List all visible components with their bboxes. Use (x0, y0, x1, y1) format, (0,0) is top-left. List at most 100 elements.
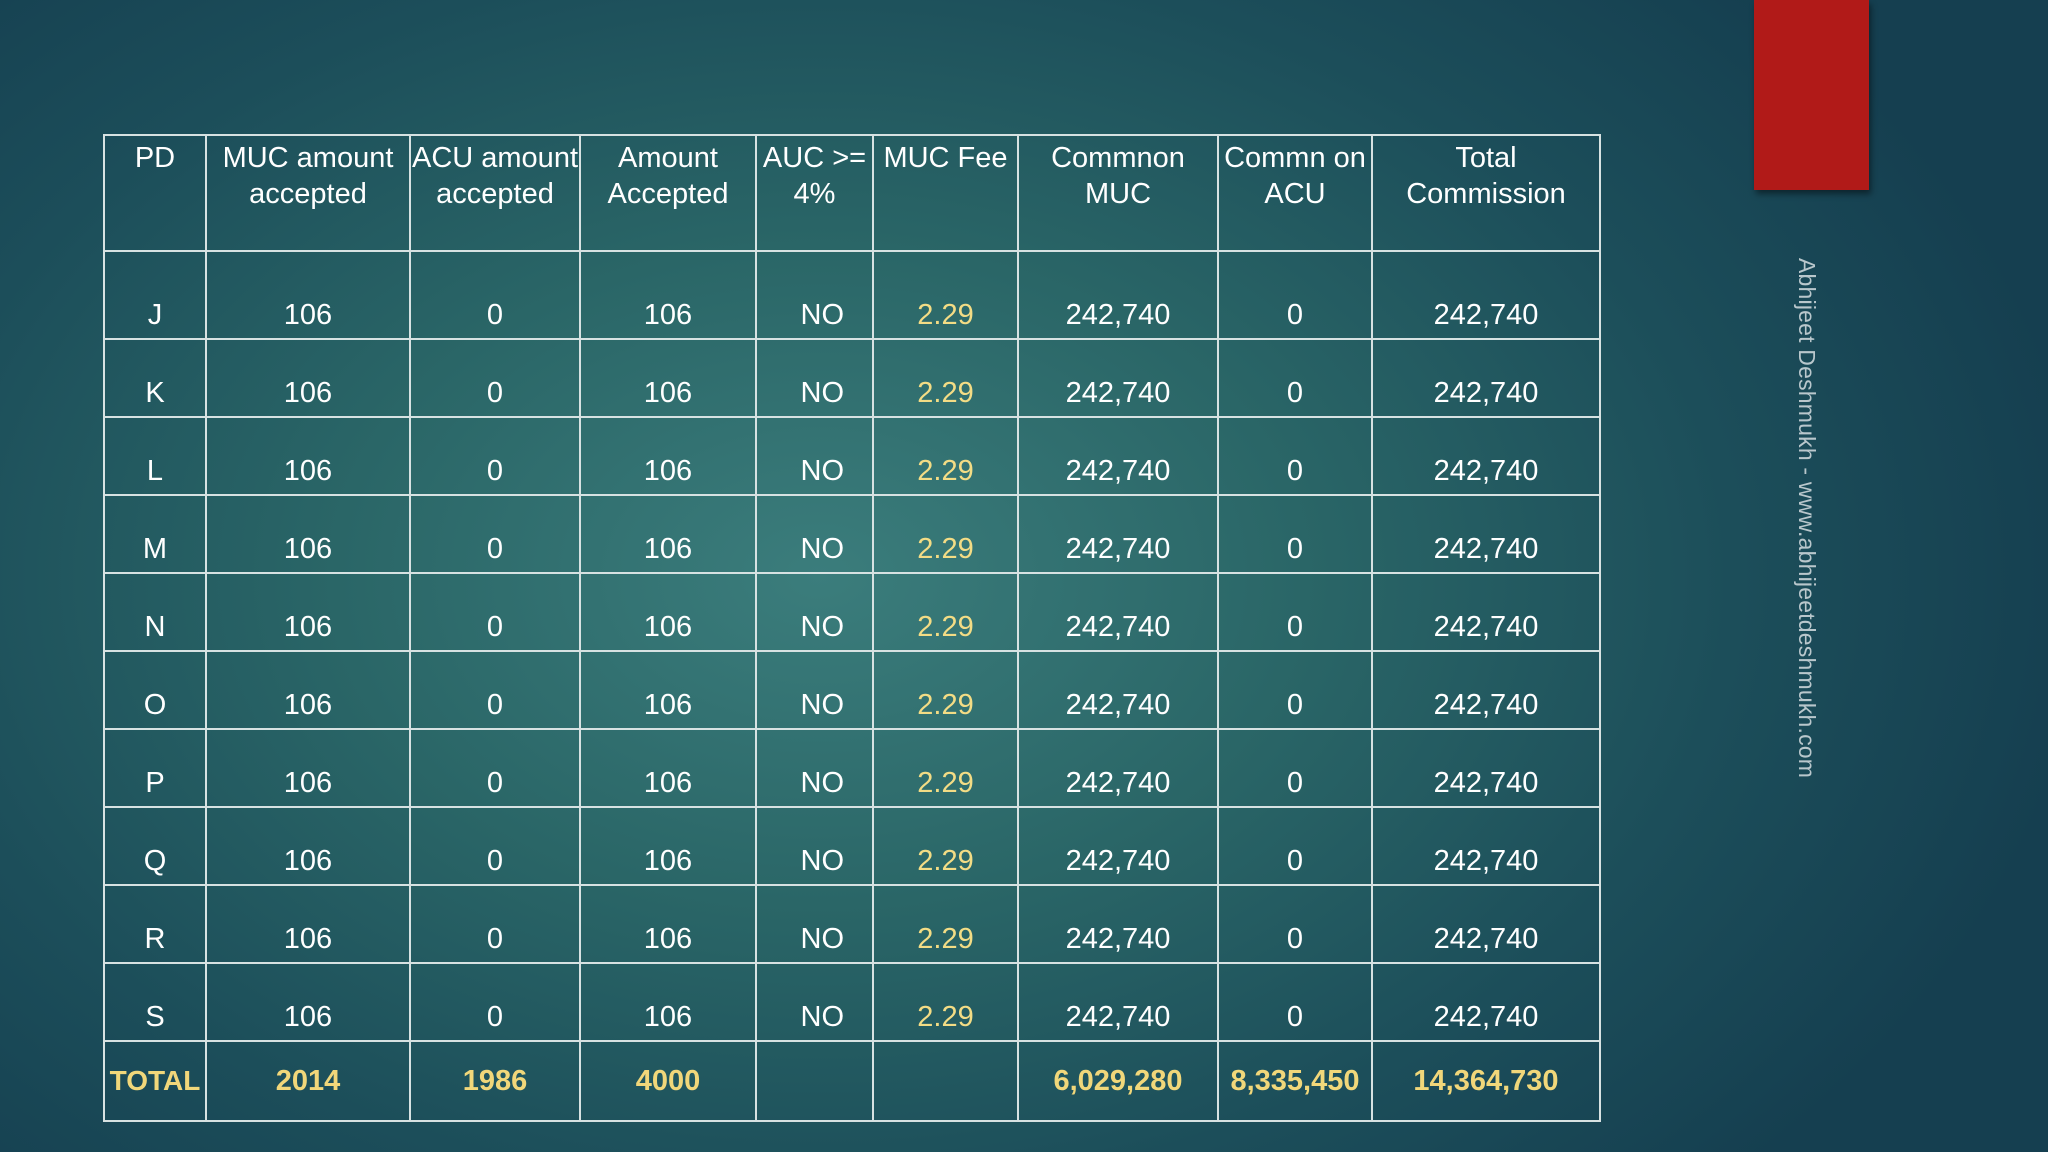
cell-muc-amount: 106 (205, 806, 411, 886)
cell-pd: S (103, 962, 207, 1042)
cell-acu-amount: 0 (409, 338, 581, 418)
cell-comm-muc: 242,740 (1017, 806, 1219, 886)
cell-muc-amount: 106 (205, 416, 411, 496)
col-header-total-commission: Total Commission (1371, 134, 1601, 252)
cell-auc-4: NO (755, 884, 874, 964)
header-row: PD MUC amount accepted ACU amount accept… (103, 134, 1601, 252)
cell-total-commission: 242,740 (1371, 650, 1601, 730)
cell-auc-4: NO (755, 494, 874, 574)
cell-comm-muc: 242,740 (1017, 572, 1219, 652)
cell-auc-4: NO (755, 962, 874, 1042)
cell-auc-4: NO (755, 806, 874, 886)
cell-muc-fee: 2.29 (872, 494, 1019, 574)
cell-amount-accepted: 106 (579, 572, 757, 652)
cell-comm-acu: 0 (1217, 494, 1373, 574)
table-row: L 106 0 106 NO 2.29 242,740 0 242,740 (103, 416, 1601, 496)
cell-acu-amount: 0 (409, 650, 581, 730)
cell-comm-acu: 0 (1217, 572, 1373, 652)
cell-pd: O (103, 650, 207, 730)
cell-pd: Q (103, 806, 207, 886)
cell-total-commission: 242,740 (1371, 250, 1601, 340)
col-header-acu-amount: ACU amount accepted (409, 134, 581, 252)
cell-total-commission: 242,740 (1371, 494, 1601, 574)
cell-acu-amount: 0 (409, 728, 581, 808)
cell-pd: J (103, 250, 207, 340)
table-row: K 106 0 106 NO 2.29 242,740 0 242,740 (103, 338, 1601, 418)
cell-acu-amount: 0 (409, 806, 581, 886)
cell-comm-muc: 242,740 (1017, 494, 1219, 574)
cell-total-commission: 242,740 (1371, 884, 1601, 964)
cell-comm-muc: 242,740 (1017, 338, 1219, 418)
col-header-comm-acu: Commn on ACU (1217, 134, 1373, 252)
table-row: R 106 0 106 NO 2.29 242,740 0 242,740 (103, 884, 1601, 964)
cell-amount-accepted: 106 (579, 806, 757, 886)
cell-comm-muc: 242,740 (1017, 962, 1219, 1042)
total-cell-comm-muc: 6,029,280 (1017, 1040, 1219, 1122)
table-row: J 106 0 106 NO 2.29 242,740 0 242,740 (103, 250, 1601, 340)
col-header-auc-4: AUC >= 4% (755, 134, 874, 252)
cell-comm-acu: 0 (1217, 250, 1373, 340)
cell-muc-fee: 2.29 (872, 416, 1019, 496)
total-cell-muc-amount: 2014 (205, 1040, 411, 1122)
cell-muc-fee: 2.29 (872, 650, 1019, 730)
cell-acu-amount: 0 (409, 572, 581, 652)
cell-auc-4: NO (755, 338, 874, 418)
cell-comm-acu: 0 (1217, 806, 1373, 886)
table-row: M 106 0 106 NO 2.29 242,740 0 242,740 (103, 494, 1601, 574)
cell-total-commission: 242,740 (1371, 728, 1601, 808)
col-header-comm-muc: Commnon MUC (1017, 134, 1219, 252)
cell-pd: N (103, 572, 207, 652)
cell-muc-amount: 106 (205, 250, 411, 340)
cell-acu-amount: 0 (409, 416, 581, 496)
total-cell-total-commission: 14,364,730 (1371, 1040, 1601, 1122)
cell-acu-amount: 0 (409, 962, 581, 1042)
cell-muc-amount: 106 (205, 494, 411, 574)
cell-total-commission: 242,740 (1371, 806, 1601, 886)
cell-pd: P (103, 728, 207, 808)
cell-muc-amount: 106 (205, 650, 411, 730)
cell-pd: R (103, 884, 207, 964)
table-row: Q 106 0 106 NO 2.29 242,740 0 242,740 (103, 806, 1601, 886)
commission-table: PD MUC amount accepted ACU amount accept… (103, 134, 1601, 1122)
cell-muc-fee: 2.29 (872, 884, 1019, 964)
cell-comm-muc: 242,740 (1017, 416, 1219, 496)
table-row: O 106 0 106 NO 2.29 242,740 0 242,740 (103, 650, 1601, 730)
cell-auc-4: NO (755, 416, 874, 496)
cell-muc-amount: 106 (205, 728, 411, 808)
accent-bar (1754, 0, 1869, 190)
total-cell-pd: TOTAL (103, 1040, 207, 1122)
table-body: J 106 0 106 NO 2.29 242,740 0 242,740 K 106 0 106 NO 2… (103, 250, 1601, 1122)
side-credit: Abhijeet Deshmukh - www.abhijeetdeshmukh… (1794, 258, 1820, 779)
cell-muc-fee: 2.29 (872, 250, 1019, 340)
cell-pd: L (103, 416, 207, 496)
cell-muc-fee: 2.29 (872, 962, 1019, 1042)
total-cell-comm-acu: 8,335,450 (1217, 1040, 1373, 1122)
col-header-muc-amount: MUC amount accepted (205, 134, 411, 252)
total-cell-amount-accepted: 4000 (579, 1040, 757, 1122)
cell-amount-accepted: 106 (579, 728, 757, 808)
cell-comm-acu: 0 (1217, 650, 1373, 730)
total-row: TOTAL 2014 1986 4000 6,029,280 8,335,450 14,36… (103, 1040, 1601, 1122)
cell-comm-muc: 242,740 (1017, 250, 1219, 340)
cell-comm-muc: 242,740 (1017, 650, 1219, 730)
cell-amount-accepted: 106 (579, 416, 757, 496)
cell-comm-muc: 242,740 (1017, 884, 1219, 964)
cell-muc-amount: 106 (205, 572, 411, 652)
cell-auc-4: NO (755, 572, 874, 652)
cell-total-commission: 242,740 (1371, 962, 1601, 1042)
cell-muc-amount: 106 (205, 884, 411, 964)
cell-muc-fee: 2.29 (872, 572, 1019, 652)
col-header-muc-fee: MUC Fee (872, 134, 1019, 252)
cell-amount-accepted: 106 (579, 962, 757, 1042)
cell-total-commission: 242,740 (1371, 338, 1601, 418)
cell-acu-amount: 0 (409, 250, 581, 340)
cell-muc-fee: 2.29 (872, 338, 1019, 418)
cell-comm-acu: 0 (1217, 962, 1373, 1042)
cell-pd: K (103, 338, 207, 418)
table-row: P 106 0 106 NO 2.29 242,740 0 242,740 (103, 728, 1601, 808)
cell-muc-fee: 2.29 (872, 806, 1019, 886)
total-cell-muc-fee (872, 1040, 1019, 1122)
cell-muc-amount: 106 (205, 338, 411, 418)
cell-total-commission: 242,740 (1371, 572, 1601, 652)
cell-muc-fee: 2.29 (872, 728, 1019, 808)
